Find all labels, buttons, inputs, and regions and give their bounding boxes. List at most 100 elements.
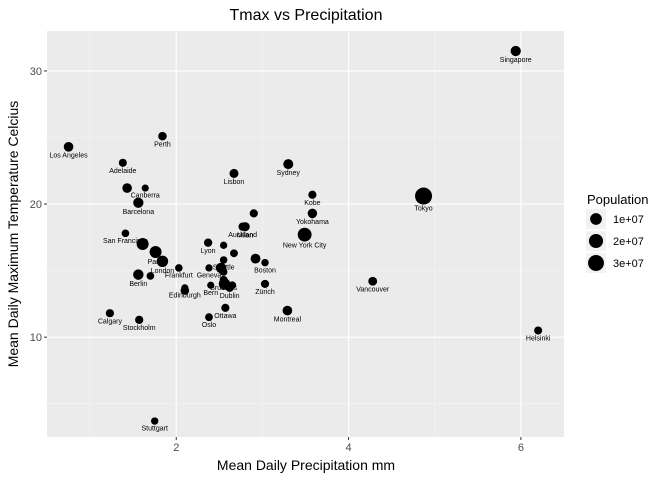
data-point xyxy=(180,286,190,295)
legend-key-point xyxy=(588,233,604,249)
data-point xyxy=(205,313,213,322)
point-label: Auckland xyxy=(228,232,257,239)
point-label: Calgary xyxy=(98,318,123,325)
data-point xyxy=(121,229,130,238)
data-point xyxy=(250,253,261,264)
legend-label: 1e+07 xyxy=(613,214,644,226)
data-point xyxy=(122,183,132,193)
point-label: Canberra xyxy=(131,193,160,200)
data-point xyxy=(207,281,215,289)
point-label: Los Angeles xyxy=(49,153,88,160)
data-point xyxy=(141,184,149,192)
data-point xyxy=(205,264,213,272)
point-label: Barcelona xyxy=(123,209,155,216)
data-point xyxy=(225,283,234,292)
point-label: Oslo xyxy=(202,322,217,329)
point-labels: Singapore Los Angeles Perth Adelaide Lisbon S… xyxy=(49,57,550,433)
point-label: Dublin xyxy=(220,293,240,300)
data-point xyxy=(415,187,433,205)
data-point xyxy=(63,142,74,152)
legend-key-point xyxy=(588,255,604,271)
data-point xyxy=(203,238,213,247)
data-point xyxy=(146,272,155,280)
data-point xyxy=(308,190,317,199)
data-point xyxy=(240,222,250,232)
point-label: Montreal xyxy=(274,316,302,323)
point-label: Kobe xyxy=(304,200,320,207)
data-point xyxy=(260,279,270,288)
point-label: Vancouver xyxy=(356,287,390,294)
data-point xyxy=(219,268,228,276)
y-tick-label: 10 xyxy=(30,332,42,344)
point-label: Ottawa xyxy=(214,313,236,320)
data-point xyxy=(282,305,293,316)
y-tick-label: 20 xyxy=(30,199,42,211)
data-point xyxy=(368,276,378,286)
data-points xyxy=(63,45,543,425)
chart-title: Tmax vs Precipitation xyxy=(230,7,383,24)
point-label: Boston xyxy=(254,267,276,274)
data-point xyxy=(221,303,230,312)
point-label: Perth xyxy=(154,141,171,148)
y-tick-label: 30 xyxy=(30,66,42,78)
data-point xyxy=(118,158,127,167)
legend-title: Population xyxy=(587,192,648,207)
data-point xyxy=(156,255,169,268)
x-tick-label: 2 xyxy=(173,442,179,454)
point-label: Brussels xyxy=(210,285,237,292)
data-point xyxy=(133,197,144,208)
point-label: Bern xyxy=(203,290,218,297)
data-point xyxy=(158,131,167,141)
data-point xyxy=(149,245,162,258)
size-legend: Population 1e+07 2e+07 3e+07 xyxy=(586,192,648,273)
point-label: Milan xyxy=(237,232,254,239)
data-point xyxy=(534,326,543,335)
point-label: Stockholm xyxy=(123,325,156,332)
point-label: Yokohama xyxy=(296,219,329,226)
point-label: London xyxy=(151,268,174,275)
legend-label: 2e+07 xyxy=(613,236,644,248)
axis-ticks: 2 4 6 10 20 30 xyxy=(30,66,524,454)
data-point xyxy=(230,249,238,258)
point-label: Sydney xyxy=(277,170,301,177)
data-point xyxy=(307,208,318,219)
point-label: Zürich xyxy=(255,289,275,296)
data-point xyxy=(136,237,149,250)
data-point xyxy=(283,159,294,170)
x-tick-label: 4 xyxy=(346,442,352,454)
data-point xyxy=(297,227,312,242)
point-label: Singapore xyxy=(500,57,532,64)
x-axis-title: Mean Daily Precipitation mm xyxy=(217,457,395,473)
point-label: Tokyo xyxy=(414,206,432,213)
data-point xyxy=(175,264,183,272)
data-point xyxy=(510,45,521,57)
data-point xyxy=(229,168,239,178)
data-point xyxy=(261,258,269,267)
point-label: Stuttgart xyxy=(141,426,168,433)
point-label: Helsinki xyxy=(526,336,551,343)
y-axis-title: Mean Daily Maximum Temperature Celcius xyxy=(5,101,21,368)
point-label: Frankfurt xyxy=(165,273,193,280)
point-label: Adelaide xyxy=(109,168,136,175)
data-point xyxy=(249,209,258,218)
point-label: Lyon xyxy=(201,248,216,255)
point-label: Berlin xyxy=(129,281,147,288)
point-label: San Francisco xyxy=(103,238,148,245)
data-point xyxy=(220,241,228,249)
data-point xyxy=(151,417,159,425)
data-point xyxy=(105,309,115,318)
point-label: Paris xyxy=(148,259,164,266)
point-label: New York City xyxy=(283,243,327,250)
data-point xyxy=(135,315,144,325)
data-point xyxy=(219,256,228,264)
legend-label: 3e+07 xyxy=(613,258,644,270)
data-point xyxy=(133,269,144,280)
x-tick-label: 6 xyxy=(518,442,524,454)
grid-lines xyxy=(47,31,564,437)
point-label: Geneva xyxy=(197,273,222,280)
point-label: Lisbon xyxy=(224,179,245,186)
point-label: Seattle xyxy=(213,265,235,272)
legend-key-point xyxy=(590,213,602,225)
point-label: Edinburgh xyxy=(169,293,201,300)
